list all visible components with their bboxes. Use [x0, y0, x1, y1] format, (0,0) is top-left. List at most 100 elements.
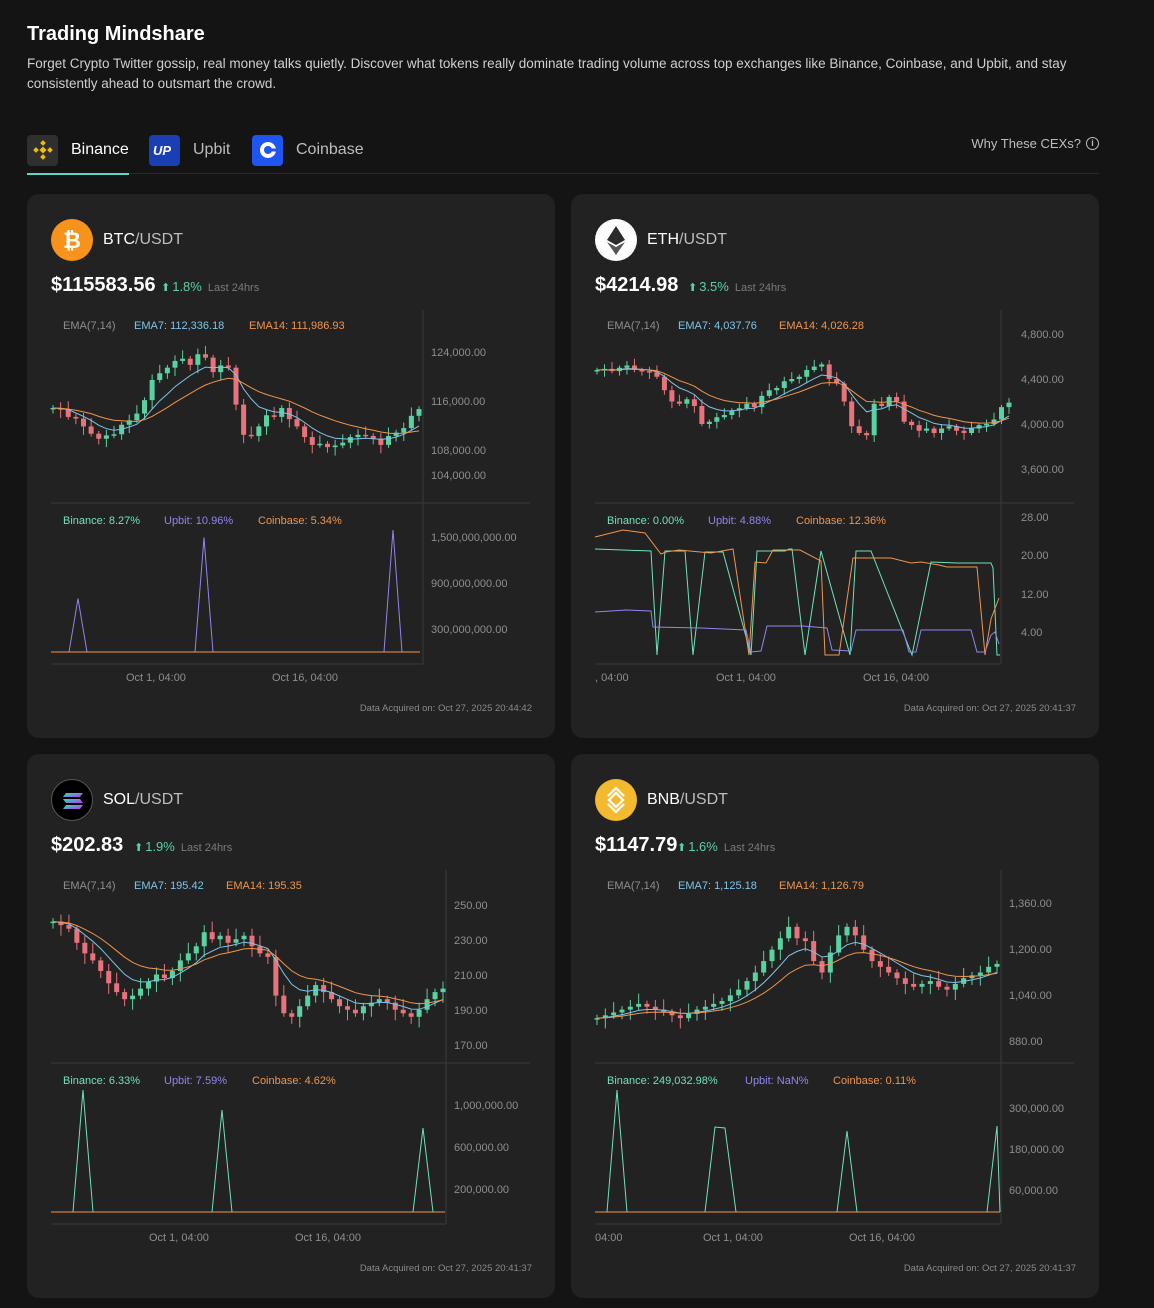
candle — [384, 999, 390, 1003]
candle — [852, 926, 858, 936]
candle — [347, 437, 353, 443]
candle — [927, 981, 933, 984]
price-volume-chart[interactable]: EMA(7,14) EMA7: 195.42 EMA14: 195.35 250… — [27, 754, 555, 1298]
candle — [344, 1006, 350, 1010]
candle — [50, 921, 56, 924]
candle — [794, 926, 800, 939]
candle — [400, 1009, 406, 1014]
svg-text:EMA(7,14): EMA(7,14) — [63, 880, 116, 892]
binance-icon — [27, 134, 58, 166]
candle — [241, 935, 247, 940]
candle — [142, 400, 147, 414]
candle — [241, 404, 247, 435]
svg-text:Oct 16, 04:00: Oct 16, 04:00 — [849, 1232, 915, 1244]
arrow-up-icon: ⬆ — [688, 282, 698, 294]
current-price: $4214.98 — [595, 274, 679, 296]
candle — [984, 424, 990, 426]
candle — [1006, 402, 1012, 408]
candle — [122, 992, 128, 1000]
svg-text:EMA14: 1,126.79: EMA14: 1,126.79 — [779, 880, 864, 892]
pair-name: ETH/USDT — [647, 231, 727, 248]
candle — [826, 364, 832, 379]
candle — [719, 1001, 725, 1004]
ema7-value: EMA7: 112,336.18 — [134, 320, 224, 332]
svg-text:04:00: 04:00 — [595, 1232, 623, 1244]
candle — [325, 443, 330, 448]
binance-volume-line — [595, 1089, 1001, 1213]
candle — [916, 425, 922, 431]
why-these-cexs-link[interactable]: Why These CEXs? i — [971, 136, 1099, 151]
candle — [694, 1009, 700, 1014]
candle — [902, 978, 908, 984]
candle — [594, 1018, 600, 1020]
tab-coinbase[interactable]: Coinbase — [252, 128, 364, 172]
candle — [871, 403, 877, 436]
svg-text:Upbit: 7.59%: Upbit: 7.59% — [164, 1075, 227, 1087]
candle — [329, 992, 335, 1000]
volume-tick: 300,000,000.00 — [431, 624, 507, 636]
price-volume-chart[interactable]: EMA(7,14) EMA7: 112,336.18 EMA14: 111,98… — [27, 194, 555, 738]
data-acquired-timestamp: Data Acquired on: Oct 27, 2025 20:41:37 — [903, 703, 1076, 714]
candle — [309, 437, 315, 445]
candle — [841, 383, 847, 402]
candle — [702, 1006, 708, 1010]
candle — [909, 421, 915, 426]
candle — [977, 972, 983, 976]
price-volume-chart[interactable]: EMA(7,14) EMA7: 4,037.76 EMA14: 4,026.28… — [571, 194, 1099, 738]
pair-name: SOL/USDT — [103, 791, 184, 808]
candle — [281, 995, 287, 1014]
ema14-line — [596, 952, 998, 1019]
candle — [819, 961, 825, 973]
candle — [225, 935, 231, 943]
candle — [714, 417, 720, 422]
price-change: ⬆ 1.9% Last 24hrs — [134, 839, 233, 854]
candle — [924, 428, 930, 431]
svg-text:20.00: 20.00 — [1021, 550, 1049, 562]
token-card-sol: SOL/USDT $202.83 ⬆ 1.9% Last 24hrs EMA(7,1… — [27, 754, 555, 1298]
candle — [74, 928, 80, 943]
candle — [736, 408, 742, 411]
candle — [844, 926, 850, 936]
svg-text:300,000.00: 300,000.00 — [1009, 1103, 1064, 1115]
candle — [432, 992, 438, 1000]
bnb-icon — [595, 779, 637, 821]
candle — [286, 407, 292, 420]
price-volume-chart[interactable]: EMA(7,14) EMA7: 1,125.18 EMA14: 1,126.79… — [571, 754, 1099, 1298]
candle — [337, 999, 343, 1007]
current-price: $1147.79 — [595, 834, 678, 856]
svg-text:Upbit: 4.88%: Upbit: 4.88% — [708, 515, 771, 527]
volume-tick: 1,500,000,000.00 — [431, 532, 517, 544]
ema14-line — [52, 921, 444, 1005]
upbit-icon: UP — [149, 134, 180, 166]
candle — [639, 370, 645, 372]
candle — [378, 438, 384, 445]
svg-text:1,040.00: 1,040.00 — [1009, 990, 1052, 1002]
candle — [82, 942, 88, 954]
candles — [594, 916, 1000, 1029]
candle — [305, 995, 311, 1007]
current-price: $115583.56 — [51, 274, 156, 296]
token-card-btc: ₿ BTC/USDT $115583.56 ⬆ 1.8% Last 24hrs EM… — [27, 194, 555, 738]
tab-upbit[interactable]: UP Upbit — [149, 128, 230, 172]
svg-text:EMA7: 4,037.76: EMA7: 4,037.76 — [678, 320, 757, 332]
candle — [699, 406, 705, 424]
page-title: Trading Mindshare — [27, 23, 205, 45]
candle — [602, 1015, 608, 1019]
candle — [386, 435, 391, 445]
candle — [408, 1013, 414, 1017]
candle — [752, 972, 758, 982]
svg-text:28.00: 28.00 — [1021, 512, 1049, 524]
candle — [187, 358, 193, 365]
candle — [169, 970, 175, 979]
candle — [946, 426, 952, 429]
candle — [352, 1009, 358, 1014]
candle — [939, 428, 945, 433]
candle — [273, 956, 279, 996]
upbit-volume-line — [594, 609, 1000, 653]
pair-name: BNB/USDT — [647, 791, 728, 808]
tab-binance[interactable]: Binance — [27, 128, 129, 175]
candle — [864, 433, 870, 436]
svg-text:200,000.00: 200,000.00 — [454, 1184, 509, 1196]
svg-text:UP: UP — [153, 143, 171, 157]
candle — [944, 986, 950, 990]
